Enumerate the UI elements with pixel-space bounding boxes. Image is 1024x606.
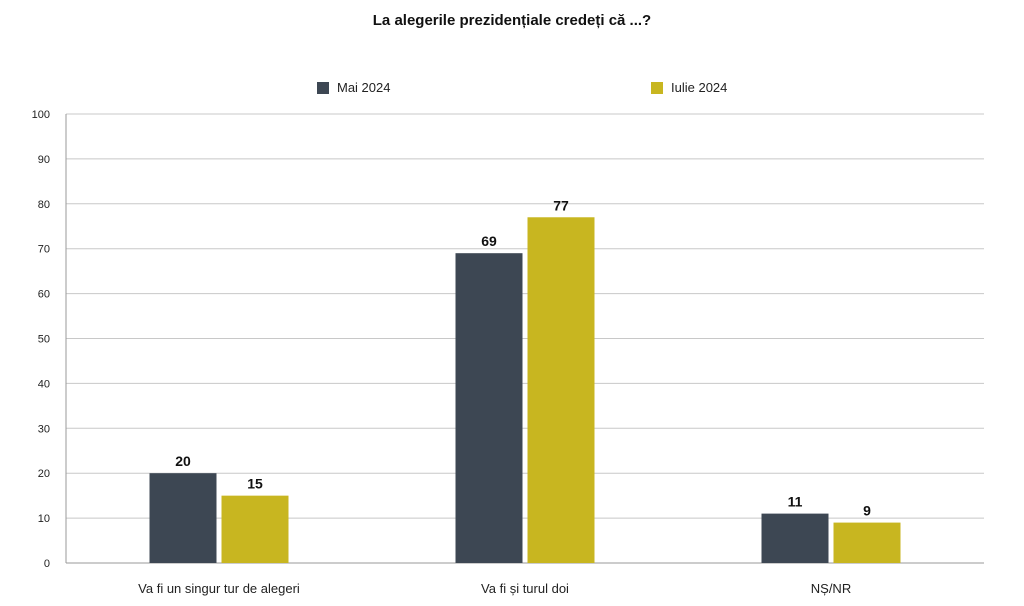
y-tick-label-40: 40 xyxy=(38,378,50,390)
data-label-iulie-1: 77 xyxy=(553,197,569,213)
chart-title: La alegerile prezidențiale credeți că ..… xyxy=(372,12,652,29)
y-tick-label-100: 100 xyxy=(32,109,50,121)
y-tick-label-20: 20 xyxy=(38,468,50,480)
legend-item-iulie-2024: Iulie 2024 xyxy=(651,80,727,95)
y-tick-label-0: 0 xyxy=(44,558,50,570)
legend-swatch-iulie-2024 xyxy=(651,81,663,94)
legend-item-mai-2024: Mai 2024 xyxy=(317,80,390,95)
y-tick-label-80: 80 xyxy=(38,199,50,211)
bar-iulie-2 xyxy=(833,522,901,563)
y-tick-label-70: 70 xyxy=(38,244,50,256)
bar-iulie-1 xyxy=(527,217,595,563)
data-label-mai-1: 69 xyxy=(481,233,497,249)
data-label-iulie-0: 15 xyxy=(247,476,263,492)
data-label-iulie-2: 9 xyxy=(863,503,871,519)
category-label-2: NȘ/NR xyxy=(811,581,851,596)
data-label-mai-0: 20 xyxy=(175,453,191,469)
data-label-mai-2: 11 xyxy=(788,494,803,510)
y-tick-label-50: 50 xyxy=(38,334,50,346)
y-tick-label-30: 30 xyxy=(38,423,50,435)
bar-mai-1 xyxy=(455,253,523,563)
y-tick-label-90: 90 xyxy=(38,154,50,166)
category-label-0: Va fi un singur tur de alegeri xyxy=(138,581,300,596)
legend-swatch-mai-2024 xyxy=(317,81,329,94)
bar-mai-0 xyxy=(149,473,217,563)
y-tick-label-60: 60 xyxy=(38,289,50,301)
bar-mai-2 xyxy=(761,513,829,563)
legend: Mai 2024 Iulie 2024 xyxy=(0,80,1024,98)
bar-iulie-0 xyxy=(221,495,289,563)
legend-label-iulie-2024: Iulie 2024 xyxy=(671,80,728,95)
category-label-1: Va fi și turul doi xyxy=(481,581,569,596)
legend-label-mai-2024: Mai 2024 xyxy=(337,80,391,95)
y-tick-label-10: 10 xyxy=(38,513,50,525)
